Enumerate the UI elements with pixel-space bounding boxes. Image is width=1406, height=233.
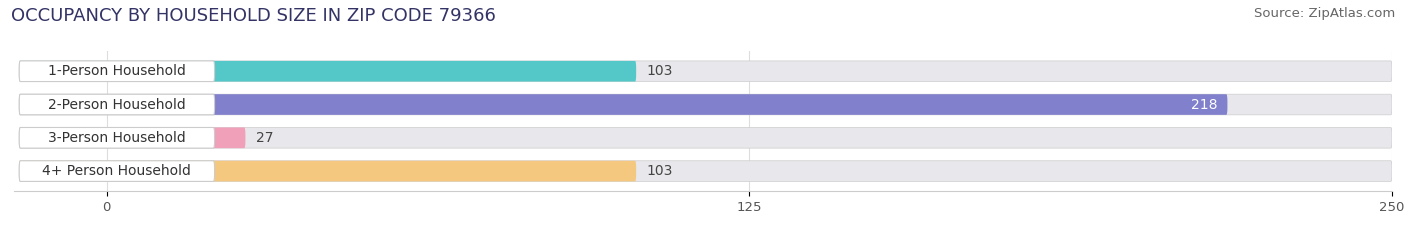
Text: 27: 27	[256, 131, 273, 145]
FancyBboxPatch shape	[20, 127, 1392, 148]
FancyBboxPatch shape	[20, 61, 1392, 82]
FancyBboxPatch shape	[20, 161, 215, 182]
FancyBboxPatch shape	[20, 94, 1227, 115]
FancyBboxPatch shape	[20, 61, 215, 82]
FancyBboxPatch shape	[20, 94, 1392, 115]
FancyBboxPatch shape	[20, 161, 1392, 182]
FancyBboxPatch shape	[20, 94, 215, 115]
FancyBboxPatch shape	[20, 127, 246, 148]
Text: Source: ZipAtlas.com: Source: ZipAtlas.com	[1254, 7, 1395, 20]
Text: 1-Person Household: 1-Person Household	[48, 64, 186, 78]
Text: 4+ Person Household: 4+ Person Household	[42, 164, 191, 178]
Text: 103: 103	[647, 64, 673, 78]
Text: 2-Person Household: 2-Person Household	[48, 98, 186, 112]
Text: OCCUPANCY BY HOUSEHOLD SIZE IN ZIP CODE 79366: OCCUPANCY BY HOUSEHOLD SIZE IN ZIP CODE …	[11, 7, 496, 25]
Text: 218: 218	[1191, 98, 1218, 112]
Text: 103: 103	[647, 164, 673, 178]
Text: 3-Person Household: 3-Person Household	[48, 131, 186, 145]
FancyBboxPatch shape	[20, 61, 636, 82]
FancyBboxPatch shape	[20, 161, 636, 182]
FancyBboxPatch shape	[20, 127, 215, 148]
